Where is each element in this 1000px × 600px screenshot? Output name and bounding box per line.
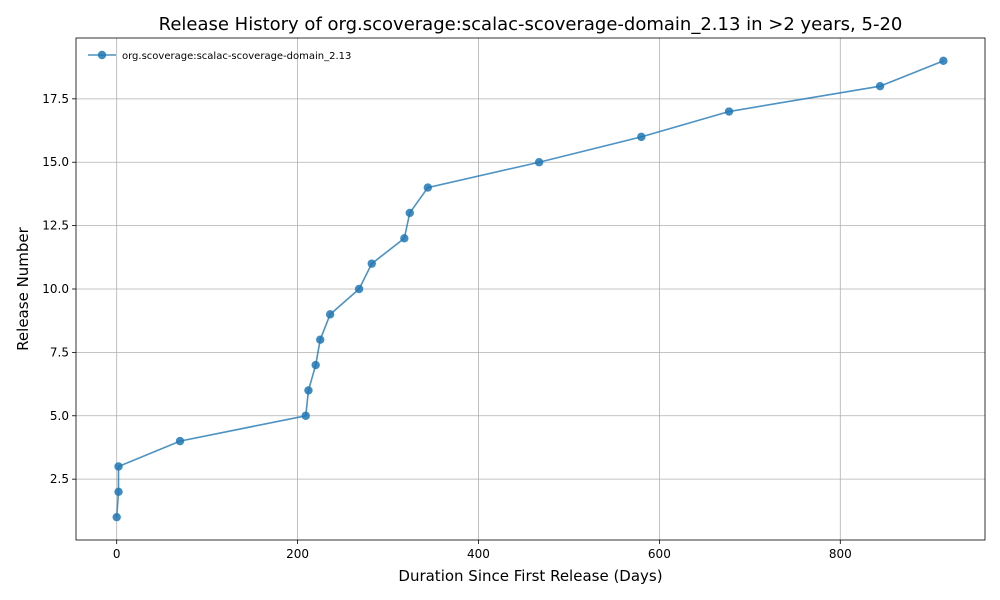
- grid-layer: [76, 38, 985, 540]
- data-point: [354, 284, 364, 294]
- x-tick-label: 400: [467, 547, 490, 561]
- y-tick-label: 12.5: [42, 219, 69, 233]
- y-tick-label: 17.5: [42, 92, 69, 106]
- data-point: [304, 386, 313, 395]
- data-point: [400, 234, 409, 243]
- data-point: [724, 107, 734, 116]
- data-point: [423, 183, 433, 192]
- data-point: [301, 411, 310, 420]
- x-tick-label: 0: [113, 547, 121, 561]
- y-tick-label: 5.0: [50, 409, 69, 423]
- data-point: [325, 310, 335, 319]
- data-point: [175, 436, 185, 446]
- x-tick-label: 600: [648, 547, 671, 561]
- series-layer: [112, 56, 948, 522]
- ticks-layer: 0 200 400 600 800 2.5 5.0 7.5 10.0 12.5 15.0 17.5: [42, 92, 851, 561]
- legend: org.scoverage:scalac-scoverage-domain_2.…: [88, 50, 351, 62]
- data-point: [367, 259, 376, 268]
- data-point: [114, 462, 123, 471]
- y-tick-label: 7.5: [50, 345, 69, 359]
- data-point: [875, 81, 885, 91]
- x-tick-label: 800: [829, 547, 852, 561]
- data-point: [114, 487, 123, 497]
- chart-title: Release History of org.scoverage:scalac-…: [159, 14, 903, 35]
- x-tick-label: 200: [286, 547, 309, 561]
- y-tick-label: 10.0: [42, 282, 69, 296]
- y-tick-label: 2.5: [50, 472, 69, 486]
- legend-label: org.scoverage:scalac-scoverage-domain_2.…: [122, 51, 351, 62]
- data-point: [112, 512, 121, 522]
- data-point: [316, 335, 325, 344]
- x-axis-title: Duration Since First Release (Days): [398, 567, 662, 585]
- data-point: [311, 360, 320, 370]
- data-point: [405, 208, 414, 218]
- y-axis-title: Release Number: [14, 226, 32, 350]
- legend-marker-swatch: [97, 50, 107, 60]
- data-point: [637, 132, 646, 142]
- data-point: [534, 158, 544, 167]
- data-point: [939, 56, 948, 66]
- y-tick-label: 15.0: [42, 155, 69, 169]
